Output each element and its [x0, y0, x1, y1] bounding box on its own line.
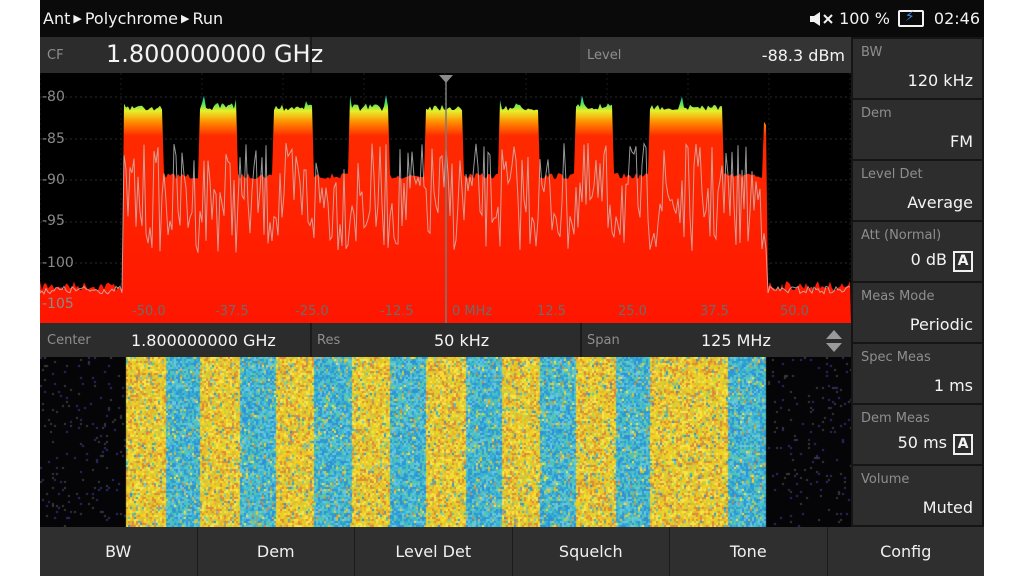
- param-value: Periodic: [910, 315, 973, 334]
- res-label: Res: [317, 333, 341, 348]
- y-tick-label: -80: [42, 89, 65, 105]
- center-value[interactable]: 1.800000000 GHz: [131, 331, 276, 350]
- level-label: Level: [587, 48, 622, 63]
- x-tick-label: -37.5: [215, 304, 249, 319]
- param-bw[interactable]: BW 120 kHz: [853, 39, 982, 98]
- divider: [310, 37, 312, 73]
- softkey-dem[interactable]: Dem: [198, 527, 355, 576]
- status-indicators: 100 % ⚡ 02:46: [809, 9, 980, 28]
- spectrum-trace-plot: [40, 73, 851, 323]
- spectrum-trace: [40, 141, 851, 295]
- softkey-bar: BW Dem Level Det Squelch Tone Config: [40, 527, 984, 576]
- param-value-text: 1 ms: [933, 376, 973, 395]
- waterfall-display[interactable]: [40, 357, 851, 527]
- param-value-text: Muted: [922, 498, 973, 517]
- y-tick-label: -85: [42, 131, 65, 147]
- param-meas-mode[interactable]: Meas Mode Periodic: [853, 283, 982, 342]
- param-label: Spec Meas: [861, 350, 931, 365]
- param-value-text: Periodic: [909, 315, 973, 334]
- param-label: Level Det: [861, 167, 923, 182]
- center-marker-icon: [439, 75, 453, 83]
- breadcrumb-separator-icon: ▶: [181, 12, 190, 25]
- divider: [580, 323, 582, 357]
- auto-badge: A: [953, 434, 973, 455]
- param-volume[interactable]: Volume Muted: [853, 466, 982, 525]
- param-value-text: 50 ms: [897, 433, 947, 452]
- x-tick-label: 37.5: [700, 304, 729, 319]
- param-dem-meas[interactable]: Dem Meas 50 ms A: [853, 405, 982, 464]
- y-tick-label: -100: [42, 255, 74, 271]
- y-tick-label: -105: [42, 296, 74, 312]
- param-att[interactable]: Att (Normal) 0 dB A: [853, 222, 982, 281]
- cf-value[interactable]: 1.800000000 GHz: [106, 40, 324, 68]
- param-value: 1 ms: [934, 376, 973, 395]
- span-label: Span: [587, 333, 620, 348]
- breadcrumb-item-ant[interactable]: Ant: [43, 9, 71, 28]
- level-field[interactable]: Level -88.3 dBm: [580, 37, 851, 73]
- param-value-text: FM: [949, 132, 973, 151]
- x-tick-label: -25.0: [295, 304, 329, 319]
- x-tick-label: 0 MHz: [452, 304, 493, 319]
- param-value: 0 dB A: [911, 250, 973, 272]
- level-value[interactable]: -88.3 dBm: [761, 46, 845, 65]
- param-label: BW: [861, 45, 883, 60]
- auto-badge: A: [953, 251, 973, 272]
- center-frequency-bar[interactable]: CF 1.800000000 GHz Level -88.3 dBm: [40, 37, 851, 73]
- param-value-text: Average: [907, 193, 973, 212]
- y-tick-label: -95: [42, 213, 65, 229]
- softkey-tone[interactable]: Tone: [670, 527, 828, 576]
- param-label: Dem: [861, 106, 892, 121]
- param-label: Volume: [861, 472, 910, 487]
- spectrum-display[interactable]: -80 -85 -90 -95 -100 -105 -50.0 -37.5 -2…: [40, 73, 851, 323]
- param-value: Muted: [923, 498, 973, 517]
- x-tick-label: 50.0: [780, 304, 809, 319]
- breadcrumb-separator-icon: ▶: [73, 12, 82, 25]
- param-value: Average: [907, 193, 973, 212]
- speaker-muted-icon[interactable]: [809, 11, 835, 27]
- span-value[interactable]: 125 MHz: [701, 331, 771, 350]
- param-value: FM: [950, 132, 973, 151]
- y-tick-label: -90: [42, 172, 65, 188]
- x-tick-label: -12.5: [380, 304, 414, 319]
- battery-charging-icon: ⚡: [897, 9, 924, 27]
- status-bar: Ant ▶ Polychrome ▶ Run 100 % ⚡ 02:46: [40, 0, 984, 37]
- breadcrumb-item-polychrome[interactable]: Polychrome: [84, 9, 178, 28]
- param-value: 120 kHz: [908, 71, 973, 90]
- analyzer-screen: Ant ▶ Polychrome ▶ Run 100 % ⚡ 02:46 CF 1.80…: [40, 0, 984, 576]
- parameter-panel: BW 120 kHz Dem FM Level Det Average Att …: [851, 37, 984, 527]
- param-spec-meas[interactable]: Spec Meas 1 ms: [853, 344, 982, 403]
- x-tick-label: -50.0: [132, 304, 166, 319]
- breadcrumb-item-run[interactable]: Run: [192, 9, 224, 28]
- battery-percent: 100 %: [839, 9, 890, 28]
- clock-time: 02:46: [933, 9, 980, 28]
- divider: [310, 323, 312, 357]
- param-dem[interactable]: Dem FM: [853, 100, 982, 159]
- param-value-text: 120 kHz: [907, 71, 973, 90]
- param-label: Dem Meas: [861, 411, 930, 426]
- softkey-squelch[interactable]: Squelch: [513, 527, 670, 576]
- x-tick-label: 25.0: [618, 304, 647, 319]
- breadcrumb: Ant ▶ Polychrome ▶ Run: [43, 9, 223, 28]
- softkey-level-det[interactable]: Level Det: [355, 527, 513, 576]
- param-label: Att (Normal): [861, 228, 942, 243]
- softkey-config[interactable]: Config: [880, 542, 932, 561]
- waterfall-canvas: [40, 357, 851, 527]
- frequency-info-bar: Center 1.800000000 GHz Res 50 kHz Span 1…: [40, 323, 851, 357]
- softkey-bw[interactable]: BW: [40, 527, 198, 576]
- center-label: Center: [47, 333, 91, 348]
- span-up-down-arrows-icon[interactable]: [825, 329, 843, 353]
- param-value-text: 0 dB: [910, 250, 947, 269]
- param-level-det[interactable]: Level Det Average: [853, 161, 982, 220]
- res-value[interactable]: 50 kHz: [434, 331, 490, 350]
- param-label: Meas Mode: [861, 289, 935, 304]
- param-value: 50 ms A: [898, 433, 973, 455]
- x-tick-label: 12.5: [537, 304, 566, 319]
- cf-label: CF: [47, 48, 64, 63]
